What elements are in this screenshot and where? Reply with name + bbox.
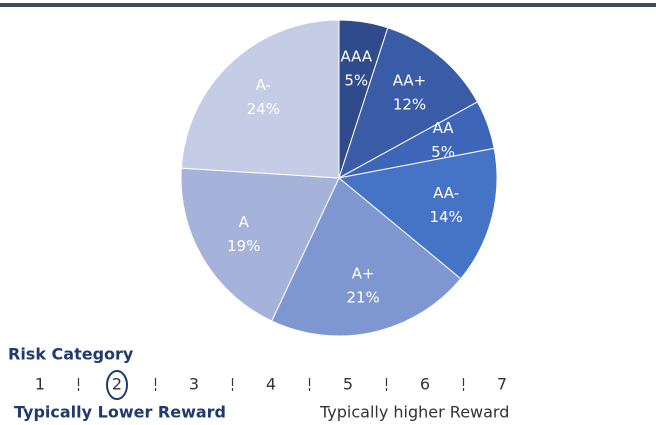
slice-value: 21% [346, 288, 379, 306]
slice-label: A+ [352, 264, 375, 282]
slice-value: 12% [393, 95, 426, 113]
risk-level: 7 [497, 375, 507, 394]
slice-label: AA- [433, 184, 459, 202]
risk-level: 6 [420, 375, 430, 394]
risk-level: 3 [189, 375, 199, 394]
low-label: Typically Lower Reward [14, 403, 226, 422]
slice-value: 24% [247, 100, 280, 118]
pie-slice [338, 27, 479, 180]
slice-value: 14% [429, 208, 462, 226]
pie-slice [271, 177, 462, 337]
risk-title: Risk Category [8, 345, 134, 364]
pie-slice [180, 19, 340, 179]
slice-label: A [239, 213, 250, 231]
risk-level: 4 [266, 375, 276, 394]
selected-marker [106, 370, 128, 400]
slice-label: A- [256, 76, 271, 94]
slice-label: AA+ [393, 71, 427, 89]
risk-level: 2 [112, 375, 122, 394]
pie-slice [337, 147, 498, 280]
high-label: Typically higher Reward [319, 403, 509, 422]
risk-level: 5 [343, 375, 353, 394]
risk-level: 1 [35, 375, 45, 394]
slice-label: AA [433, 119, 455, 137]
top-rule [0, 3, 656, 7]
slice-label: AAA [340, 47, 372, 65]
slice-value: 5% [344, 71, 368, 89]
slice-value: 19% [227, 237, 260, 255]
pie-slice [180, 167, 340, 322]
